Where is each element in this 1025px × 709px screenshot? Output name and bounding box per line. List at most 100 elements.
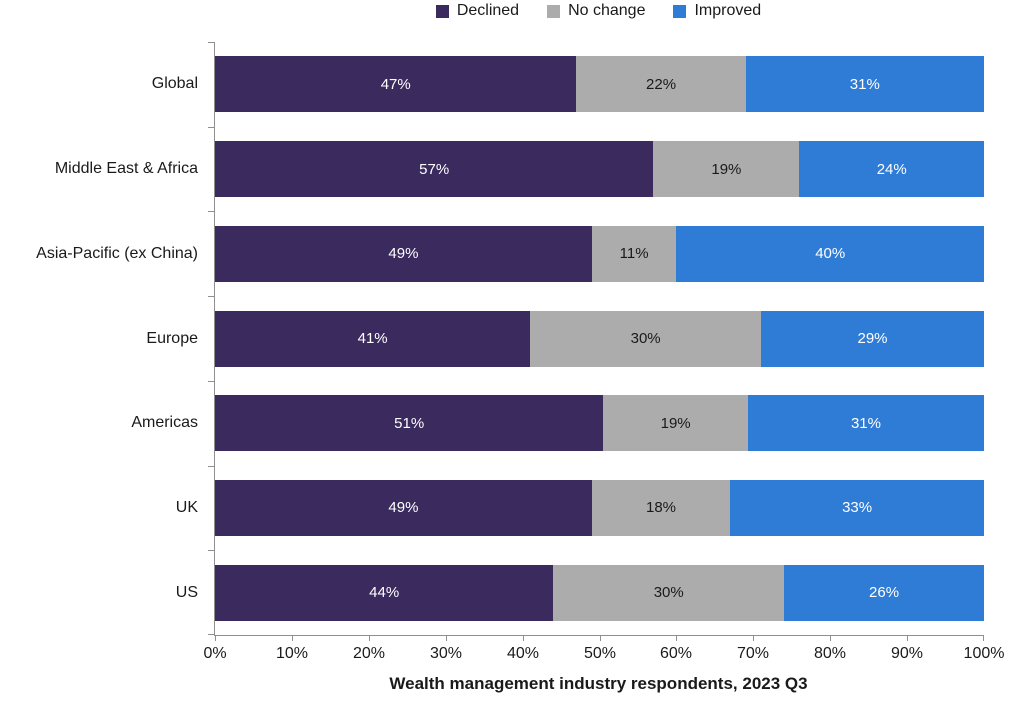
bar-segment-no-change: 18% (591, 479, 731, 536)
bar-segment-declined: 57% (215, 141, 654, 198)
bar-segment-declined: 51% (215, 395, 604, 452)
bar-value-label: 40% (815, 245, 846, 263)
bar-segment-no-change: 11% (591, 225, 677, 282)
legend-swatch-improved-icon (673, 4, 687, 18)
y-axis-label: Global (151, 75, 198, 93)
y-axis-label: Europe (146, 329, 198, 347)
x-axis-tick (676, 636, 677, 641)
bar-segment-improved: 33% (730, 479, 984, 536)
bar-segment-improved: 31% (747, 395, 984, 452)
bar-segment-no-change: 30% (530, 310, 761, 367)
chart-row: 47% 22% 31% (215, 42, 985, 127)
stacked-bar: 41% 30% 29% (215, 310, 985, 367)
bar-value-label: 57% (419, 160, 450, 178)
bar-value-label: 49% (388, 499, 419, 517)
chart-row: 49% 11% 40% (215, 211, 984, 296)
chart-row: 57% 19% 24% (215, 127, 984, 212)
x-axis-tick (369, 636, 370, 641)
bar-value-label: 11% (619, 245, 649, 263)
x-axis-tick (523, 636, 524, 641)
bar-value-label: 41% (357, 330, 388, 348)
chart-legend: Declined No change Improved (214, 2, 983, 20)
y-axis-tick (208, 634, 214, 635)
bar-segment-declined: 49% (215, 225, 592, 282)
x-axis-tick (907, 636, 908, 641)
stacked-bar: 57% 19% 24% (215, 141, 984, 198)
legend-item-no-change: No change (547, 2, 645, 20)
stacked-bar: 44% 30% 26% (215, 564, 984, 621)
bar-segment-improved: 31% (745, 56, 985, 113)
x-tick-label: 20% (352, 645, 386, 662)
legend-label-no-change: No change (568, 2, 646, 19)
legend-swatch-no-change-icon (547, 4, 561, 18)
bar-segment-no-change: 19% (653, 141, 800, 198)
y-axis-label: UK (175, 498, 198, 516)
bar-segment-no-change: 22% (576, 56, 746, 113)
bar-value-label: 30% (653, 584, 684, 602)
bar-value-label: 19% (711, 160, 742, 178)
bar-value-label: 29% (857, 330, 888, 348)
stacked-bar: 49% 18% 33% (215, 479, 984, 536)
plot-area: 47% 22% 31% 57% 19% 24% 49% 11% 40% 41% 30% 29% 51% 1… (203, 42, 1004, 662)
x-tick-label: 10% (275, 645, 309, 662)
x-axis-tick (292, 636, 293, 641)
bar-segment-declined: 47% (215, 56, 577, 113)
y-axis-tick (208, 381, 214, 382)
x-axis-tick (753, 636, 754, 641)
bar-value-label: 30% (630, 330, 661, 348)
x-tick-label: 90% (890, 645, 924, 662)
bar-value-label: 19% (660, 414, 691, 432)
legend-label-declined: Declined (456, 2, 520, 19)
legend-item-improved: Improved (673, 2, 761, 20)
bar-segment-declined: 41% (215, 310, 531, 367)
bar-value-label: 44% (369, 584, 400, 602)
legend-swatch-declined-icon (435, 4, 449, 18)
y-axis-labels: Global Middle East & Africa Asia-Pacific (… (0, 42, 198, 635)
bar-segment-declined: 49% (215, 479, 592, 536)
bar-value-label: 49% (388, 245, 419, 263)
bar-segment-improved: 40% (676, 225, 984, 282)
y-axis-label: Middle East & Africa (54, 160, 198, 178)
y-axis-label: Americas (131, 414, 198, 432)
bar-value-label: 47% (380, 75, 411, 93)
chart-row: 49% 18% 33% (215, 466, 984, 551)
y-axis-tick (208, 296, 214, 297)
x-axis-tick (446, 636, 447, 641)
bar-value-label: 31% (849, 75, 880, 93)
chart-row: 41% 30% 29% (215, 296, 985, 381)
y-axis-label: Asia-Pacific (ex China) (36, 244, 198, 262)
stacked-bar: 49% 11% 40% (215, 225, 984, 282)
x-tick-label: 60% (659, 645, 693, 662)
x-axis-title: Wealth management industry respondents, … (389, 674, 808, 693)
bar-value-label: 33% (842, 499, 873, 517)
bar-segment-no-change: 19% (603, 395, 748, 452)
x-axis-tick (215, 636, 216, 641)
x-tick-label: 40% (506, 645, 540, 662)
y-axis-label: US (175, 583, 198, 601)
plot-rows: 47% 22% 31% 57% 19% 24% 49% 11% 40% 41% 30% 29% 51% 1… (215, 42, 985, 635)
legend-item-declined: Declined (435, 2, 520, 20)
x-axis-tick (830, 636, 831, 641)
x-tick-label: 50% (583, 645, 617, 662)
y-axis-tick (208, 127, 214, 128)
bar-value-label: 26% (869, 584, 900, 602)
bar-value-label: 22% (646, 75, 677, 93)
x-axis-tick (600, 636, 601, 641)
bar-value-label: 18% (646, 499, 677, 517)
chart-row: 44% 30% 26% (215, 550, 984, 635)
stacked-bar: 51% 19% 31% (215, 395, 984, 452)
bar-segment-improved: 26% (784, 564, 984, 621)
x-tick-label: 70% (736, 645, 770, 662)
y-axis-tick (208, 211, 214, 212)
legend-label-improved: Improved (694, 2, 762, 19)
bar-value-label: 31% (850, 414, 881, 432)
x-tick-label: 100% (963, 645, 1005, 662)
bar-value-label: 24% (876, 160, 907, 178)
x-tick-label: 30% (429, 645, 463, 662)
x-tick-label: 0% (203, 645, 227, 662)
stacked-bar: 47% 22% 31% (215, 56, 985, 113)
x-tick-label: 80% (813, 645, 847, 662)
y-axis-tick (208, 466, 214, 467)
chart-row: 51% 19% 31% (215, 381, 984, 466)
